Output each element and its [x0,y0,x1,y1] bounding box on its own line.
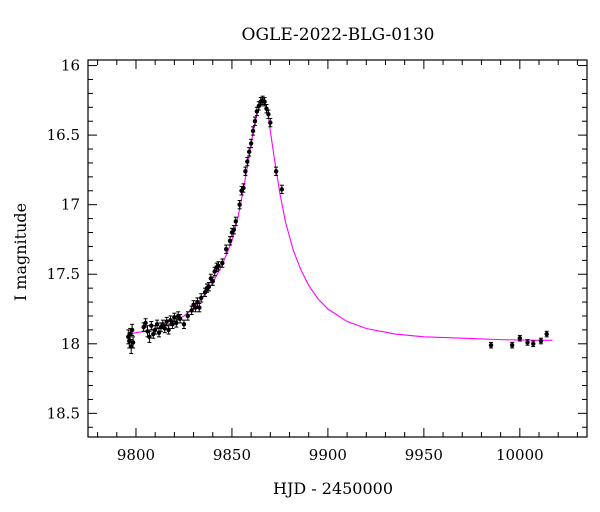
chart-title: OGLE-2022-BLG-0130 [242,25,435,45]
data-point [216,263,221,269]
y-tick-label: 18.5 [47,404,80,422]
data-point [181,322,187,327]
data-point [248,141,254,146]
data-point [130,340,136,345]
data-point [197,305,202,310]
data-point [233,219,238,224]
data-point [223,246,229,252]
data-point [538,338,544,344]
data-point [162,326,167,331]
y-tick-label: 18 [61,335,80,353]
data-point [237,202,242,207]
y-tick-label: 17 [61,196,80,214]
plot-frame [87,59,588,438]
data-point [174,320,179,326]
x-tick-label: 9900 [309,446,347,464]
data-point [525,340,530,345]
data-points-layer [126,95,549,355]
data-point [544,331,549,337]
data-point [206,284,212,289]
data-point [488,342,494,348]
data-point [227,238,233,244]
data-point [147,334,152,340]
x-tick-label: 10000 [496,446,544,464]
data-point [199,295,204,301]
data-point [247,149,252,155]
data-point [531,341,536,346]
data-point [220,260,225,266]
y-tick-label: 16.5 [47,126,80,144]
data-point [185,313,190,319]
data-point [149,323,154,328]
data-point [250,128,256,134]
data-point [241,185,246,191]
data-point [262,99,267,104]
data-point [243,169,248,174]
data-point [210,278,215,284]
data-point [245,159,250,164]
y-tick-label: 16 [61,57,80,75]
data-point [279,187,285,192]
x-axis-label: HJD - 2450000 [273,479,393,498]
data-point [509,342,515,348]
data-point [231,227,237,232]
data-point [154,322,160,327]
data-point [252,119,258,124]
y-tick-label: 17.5 [47,265,80,283]
data-point [266,112,271,117]
data-point [129,327,135,333]
x-tick-label: 9850 [213,446,251,464]
y-axis-label: I magnitude [11,203,30,301]
axis-ticks: 9800 9850 9900 9950 10000 16 16.5 17 17.5 18 18.5 [47,57,587,464]
x-tick-label: 9800 [117,446,155,464]
data-point [143,320,148,326]
data-point [273,169,279,174]
data-point [170,322,175,327]
data-point [166,327,171,333]
data-point [177,316,183,321]
data-point [268,120,273,125]
x-tick-label: 9950 [405,446,443,464]
data-point [517,336,523,341]
data-point [164,319,169,324]
